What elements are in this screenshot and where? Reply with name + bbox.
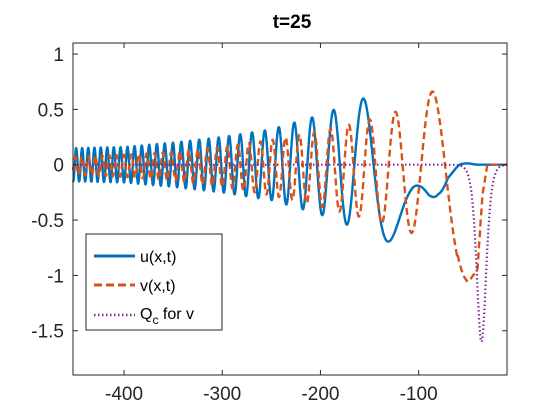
- legend: u(x,t) v(x,t) Qc for v: [85, 233, 223, 331]
- plot-lines: [71, 90, 508, 343]
- x-tick-label: -100: [400, 384, 438, 405]
- chart-title: t=25: [273, 12, 312, 33]
- y-tick-label: -1.5: [31, 322, 64, 343]
- legend-box: [85, 233, 223, 331]
- x-tick-label: -200: [301, 384, 339, 405]
- axes-box: [72, 42, 508, 376]
- legend-label-v: v(x,t): [140, 278, 176, 295]
- y-tick-label: 1: [53, 45, 64, 66]
- legend-label-u: u(x,t): [140, 249, 176, 266]
- series-line-qc: [72, 163, 508, 343]
- x-tick-label: -300: [203, 384, 241, 405]
- y-tick-label: -1: [47, 266, 64, 287]
- x-axis: -400 -300 -200 -100: [105, 43, 438, 405]
- series-line-v: [71, 90, 508, 283]
- legend-label-q-sub: c: [152, 313, 158, 327]
- series-line-u: [71, 97, 508, 243]
- x-tick-label: -400: [105, 384, 143, 405]
- y-tick-label: 0: [53, 156, 64, 177]
- y-axis: 1 0.5 0 -0.5 -1 -1.5: [31, 45, 507, 343]
- y-tick-label: 0.5: [38, 100, 64, 121]
- legend-label-q-rest: for v: [158, 306, 194, 323]
- legend-label-q: Qc for v: [140, 306, 194, 327]
- y-tick-label: -0.5: [31, 211, 64, 232]
- legend-label-q-main: Q: [140, 306, 152, 323]
